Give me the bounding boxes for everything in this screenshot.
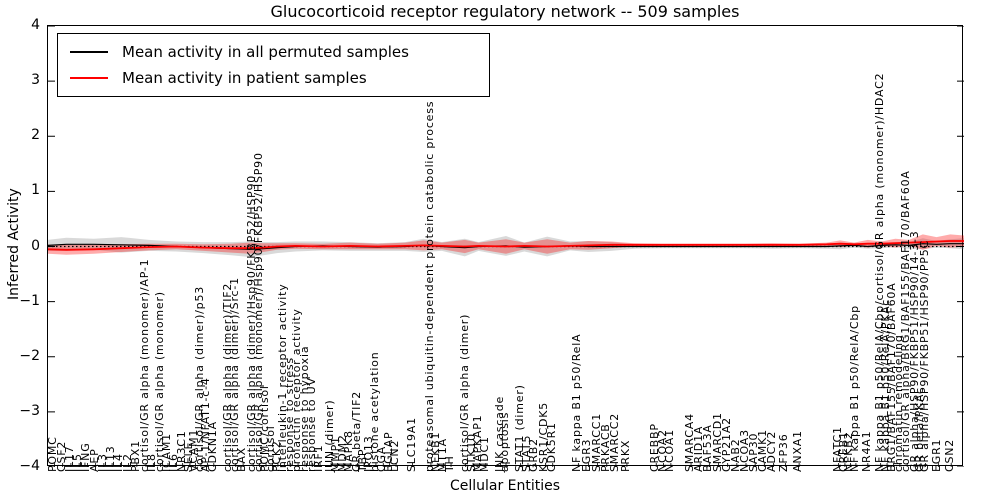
x-category-label: MDC1 bbox=[477, 436, 491, 472]
x-category-label: CDK5R1 bbox=[544, 422, 558, 472]
x-category-label: CDKN1A bbox=[205, 421, 219, 472]
plot-area bbox=[47, 25, 964, 467]
legend-line-sample bbox=[70, 77, 108, 79]
x-category-label: cortisol/GR alpha (dimer)/Src-1 bbox=[227, 277, 241, 472]
x-category-label: ZFP36 bbox=[777, 433, 791, 473]
chart-canvas bbox=[48, 26, 964, 467]
x-category-label: SLC19A1 bbox=[404, 417, 418, 472]
x-category-label: cortisol/GR alpha (monomer)/AP-1 bbox=[138, 258, 151, 472]
legend-label: Mean activity in patient samples bbox=[122, 69, 367, 87]
patient-mean-line bbox=[48, 240, 964, 251]
x-category-label: apoptosis bbox=[498, 411, 511, 472]
legend-line-sample bbox=[70, 51, 108, 53]
legend-entry: Mean activity in patient samples bbox=[70, 65, 489, 91]
x-category-label: EGR1 bbox=[930, 438, 944, 472]
y-tick-label: −2 bbox=[19, 347, 40, 364]
y-tick-label: −4 bbox=[19, 458, 40, 474]
x-category-label: LCN2 bbox=[388, 439, 402, 472]
x-category-label: GR alpha/HSP90/FKBP51/HSP90/PP5C bbox=[917, 239, 931, 472]
legend: Mean activity in all permuted samples Mea… bbox=[57, 33, 490, 97]
x-category-label: PRKX bbox=[618, 439, 632, 472]
patient-band bbox=[48, 234, 964, 255]
y-tick-label: 1 bbox=[31, 182, 40, 199]
x-category-label: TH bbox=[443, 455, 457, 472]
y-tick-label: 2 bbox=[31, 127, 40, 144]
x-category-label: NR4A1 bbox=[859, 430, 873, 472]
y-tick-label: 0 bbox=[31, 237, 40, 254]
x-category-label: ANXA1 bbox=[791, 430, 805, 472]
x-category-label: NCOA1 bbox=[662, 429, 676, 472]
legend-entry: Mean activity in all permuted samples bbox=[70, 39, 489, 65]
legend-label: Mean activity in all permuted samples bbox=[122, 43, 409, 61]
y-tick-label: 3 bbox=[31, 72, 40, 89]
x-category-label: CSN2 bbox=[943, 438, 957, 472]
x-axis-label: Cellular Entities bbox=[449, 478, 561, 494]
y-tick-label: −1 bbox=[19, 292, 40, 309]
x-category-label: proteasomal ubiquitin-dependent protein … bbox=[422, 100, 436, 472]
chart-title: Glucocorticoid receptor regulatory netwo… bbox=[270, 2, 740, 21]
y-tick-label: −3 bbox=[19, 402, 40, 419]
y-tick-label: 4 bbox=[31, 17, 40, 33]
